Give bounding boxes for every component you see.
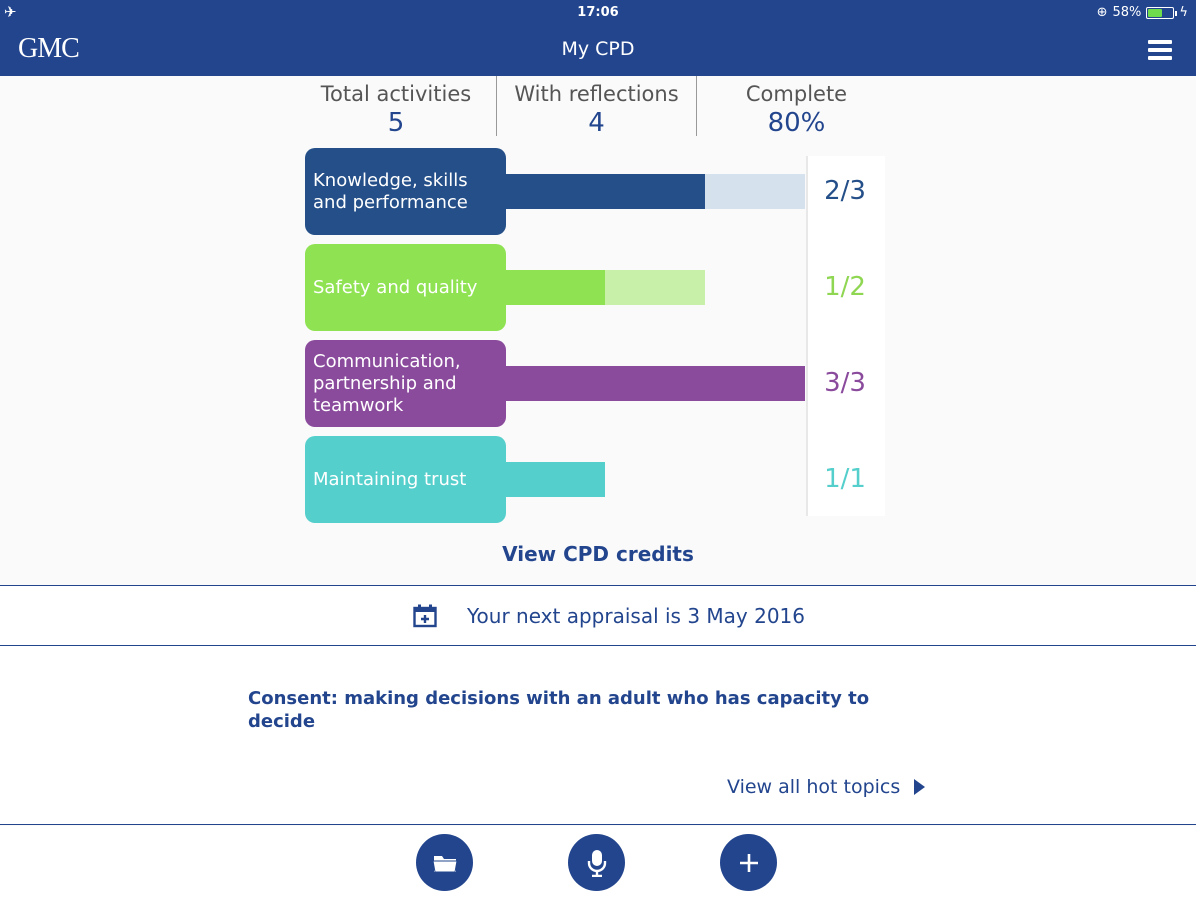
counts-panel <box>806 156 885 516</box>
category-row-trust[interactable]: Maintaining trust 1/1 <box>305 436 885 523</box>
charging-icon: ϟ <box>1179 5 1188 20</box>
bottom-action-bar <box>0 826 1196 899</box>
microphone-icon <box>587 849 606 877</box>
category-label: Maintaining trust <box>305 436 506 523</box>
plus-icon <box>739 853 758 872</box>
battery-icon <box>1146 6 1178 19</box>
status-right: ⊕ 58% ϟ <box>1097 5 1188 20</box>
category-count: 1/1 <box>824 464 866 494</box>
progress-fill <box>505 174 705 209</box>
view-all-hot-topics-label: View all hot topics <box>727 776 901 798</box>
category-label: Knowledge, skills and performance <box>305 148 506 235</box>
battery-percent: 58% <box>1112 5 1142 20</box>
stat-value: 4 <box>588 108 605 138</box>
view-all-hot-topics-link[interactable]: View all hot topics <box>727 776 926 798</box>
category-label: Safety and quality <box>305 244 506 331</box>
chevron-right-icon <box>914 779 926 795</box>
battery-level <box>1148 8 1163 17</box>
stat-label: Complete <box>745 82 848 106</box>
folder-icon <box>431 855 458 872</box>
record-audio-button[interactable] <box>568 834 625 891</box>
stat-value: 80% <box>767 108 826 138</box>
stat-complete: Complete 80% <box>696 76 896 138</box>
nav-bar: GMC My CPD <box>0 26 1196 76</box>
status-time: 17:06 <box>577 5 619 20</box>
category-label: Communication, partnership and teamwork <box>305 340 506 427</box>
category-count: 2/3 <box>824 176 866 206</box>
hamburger-menu-icon[interactable] <box>1148 40 1172 60</box>
cpd-summary-stats: Total activities 5 With reflections 4 Co… <box>296 76 896 138</box>
status-bar: ✈ 17:06 ⊕ 58% ϟ <box>0 0 1196 26</box>
airplane-mode-icon: ✈ <box>4 3 17 21</box>
hot-topics-section: Consent: making decisions with an adult … <box>0 646 1196 825</box>
progress-fill <box>505 462 605 497</box>
stat-with-reflections: With reflections 4 <box>496 76 696 138</box>
appraisal-banner[interactable]: Your next appraisal is 3 May 2016 <box>0 585 1196 646</box>
stat-total-activities: Total activities 5 <box>296 76 496 138</box>
category-row-communication[interactable]: Communication, partnership and teamwork … <box>305 340 885 427</box>
orientation-lock-icon: ⊕ <box>1096 5 1108 20</box>
calendar-add-icon <box>413 604 437 628</box>
category-row-safety[interactable]: Safety and quality 1/2 <box>305 244 885 331</box>
category-count: 1/2 <box>824 272 866 302</box>
gmc-logo[interactable]: GMC <box>18 33 80 64</box>
stat-label: Total activities <box>320 82 472 106</box>
folder-button[interactable] <box>416 834 473 891</box>
add-activity-button[interactable] <box>720 834 777 891</box>
category-count: 3/3 <box>824 368 866 398</box>
view-cpd-credits-link[interactable]: View CPD credits <box>502 542 694 566</box>
stat-value: 5 <box>387 108 405 138</box>
page-title: My CPD <box>561 38 635 60</box>
appraisal-text: Your next appraisal is 3 May 2016 <box>467 604 806 628</box>
category-row-knowledge[interactable]: Knowledge, skills and performance 2/3 <box>305 148 885 235</box>
progress-fill <box>505 366 805 401</box>
hot-topic-title[interactable]: Consent: making decisions with an adult … <box>248 688 870 732</box>
stat-label: With reflections <box>514 82 679 106</box>
progress-fill <box>505 270 605 305</box>
